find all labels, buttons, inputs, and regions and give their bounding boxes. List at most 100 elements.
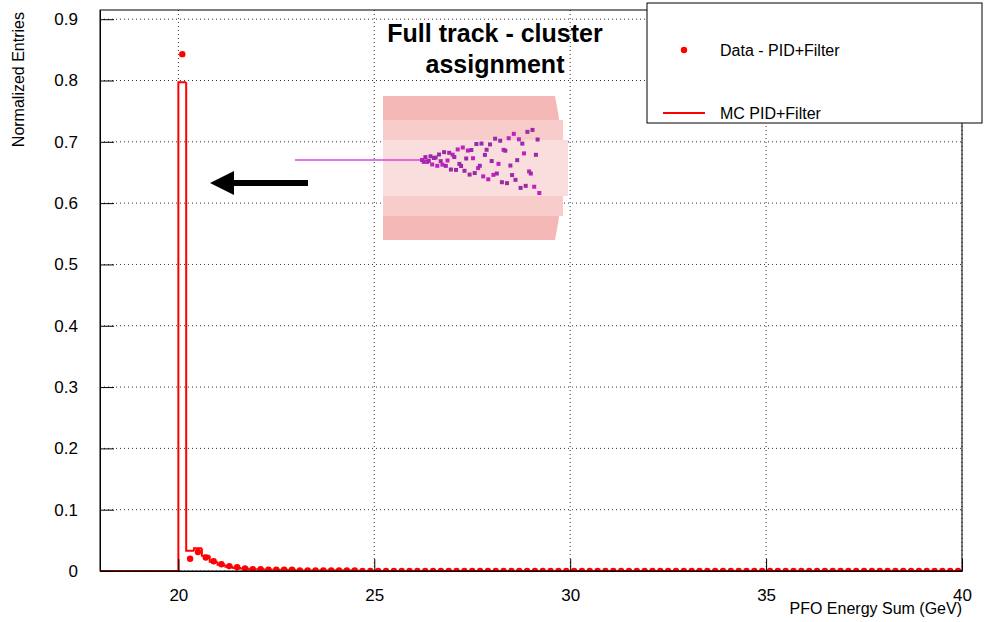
grid-line-x bbox=[570, 10, 571, 571]
mc-step bbox=[265, 568, 273, 571]
data-point bbox=[281, 567, 287, 571]
mc-step bbox=[272, 569, 280, 571]
grid-line-y bbox=[100, 509, 962, 510]
x-tick: 40 bbox=[953, 559, 972, 605]
y-tick-mark bbox=[100, 19, 114, 20]
data-point bbox=[218, 561, 224, 567]
y-tick-label: 0.8 bbox=[54, 71, 78, 90]
y-tick-mark bbox=[100, 81, 114, 82]
y-tick-mark bbox=[100, 510, 114, 511]
calo-hit bbox=[452, 155, 456, 159]
y-tick: 0.2 bbox=[54, 439, 114, 458]
x-axis-title: PFO Energy Sum (GeV) bbox=[790, 600, 963, 617]
mc-step bbox=[186, 82, 194, 550]
calo-hit bbox=[520, 142, 524, 146]
calo-hit bbox=[439, 159, 443, 163]
calo-hit bbox=[459, 164, 463, 168]
track-line bbox=[295, 159, 430, 161]
calo-hit bbox=[517, 137, 521, 141]
grid-line-x bbox=[374, 10, 375, 571]
x-tick: 35 bbox=[757, 559, 776, 605]
data-point bbox=[289, 567, 295, 571]
y-tick: 0.7 bbox=[54, 133, 114, 152]
mc-step bbox=[194, 548, 202, 550]
y-axis: 00.10.20.30.40.50.60.70.80.9 bbox=[54, 10, 114, 581]
annotation-arrow bbox=[222, 180, 308, 186]
calo-hit bbox=[498, 139, 502, 143]
legend-box bbox=[647, 3, 982, 123]
y-tick-label: 0.1 bbox=[54, 501, 78, 520]
calo-hit bbox=[478, 164, 482, 168]
calo-hit bbox=[423, 155, 427, 159]
x-tick: 25 bbox=[365, 559, 384, 605]
y-tick-label: 0.5 bbox=[54, 255, 78, 274]
calo-hit bbox=[503, 149, 507, 153]
x-tick-mark bbox=[962, 559, 963, 571]
calo-hit bbox=[456, 147, 460, 151]
y-tick: 0.8 bbox=[54, 71, 114, 90]
calo-hit bbox=[469, 148, 473, 152]
y-tick-mark bbox=[100, 571, 114, 572]
calo-hit bbox=[522, 151, 526, 155]
legend-key-line bbox=[663, 112, 705, 114]
legend: Data - PID+FilterMC PID+Filter bbox=[647, 3, 982, 123]
x-tick-mark bbox=[570, 559, 571, 571]
calo-hit bbox=[519, 186, 523, 190]
data-point bbox=[179, 51, 185, 57]
calo-hit bbox=[524, 184, 528, 188]
x-tick-label: 20 bbox=[169, 586, 188, 605]
y-tick: 0.5 bbox=[54, 255, 114, 274]
data-point bbox=[351, 567, 357, 571]
legend-key-marker bbox=[681, 47, 687, 53]
data-point bbox=[312, 567, 318, 571]
calo-hit bbox=[531, 128, 535, 132]
calo-hit bbox=[497, 162, 501, 166]
calo-hit bbox=[430, 162, 434, 166]
event-display bbox=[295, 96, 568, 240]
calo-hit bbox=[442, 150, 446, 154]
calo-hit bbox=[444, 164, 448, 168]
calo-hit bbox=[525, 130, 529, 134]
x-tick: 30 bbox=[561, 559, 580, 605]
y-axis-title: Normalized Entries bbox=[10, 12, 27, 147]
mc-step bbox=[233, 567, 241, 568]
calo-hit bbox=[510, 173, 514, 177]
calo-hit bbox=[471, 156, 475, 160]
mc-step bbox=[210, 556, 218, 562]
y-tick: 0.9 bbox=[54, 10, 114, 29]
mc-step bbox=[257, 568, 265, 570]
mc-step bbox=[288, 569, 296, 571]
mc-step bbox=[225, 565, 233, 567]
data-point bbox=[234, 564, 240, 570]
calo-hit bbox=[532, 185, 536, 189]
calo-hit bbox=[446, 159, 450, 163]
y-tick-label: 0.6 bbox=[54, 194, 78, 213]
grid-line-y bbox=[100, 325, 962, 326]
y-tick-mark bbox=[100, 203, 114, 204]
calo-hit bbox=[480, 142, 484, 146]
data-point bbox=[226, 563, 232, 569]
calo-hit bbox=[481, 174, 485, 178]
y-tick: 0.6 bbox=[54, 194, 114, 213]
y-tick-mark bbox=[100, 326, 114, 327]
calo-hit bbox=[486, 177, 490, 181]
x-tick-label: 25 bbox=[365, 586, 384, 605]
x-axis: 20 25 30 35 40 bbox=[101, 559, 972, 605]
calo-hit bbox=[508, 164, 512, 168]
calo-hit bbox=[500, 180, 504, 184]
detector-band bbox=[383, 140, 568, 196]
data-point bbox=[297, 567, 303, 571]
y-tick-mark bbox=[100, 264, 114, 265]
mc-step bbox=[178, 82, 186, 571]
y-tick-mark bbox=[100, 448, 114, 449]
calo-hit bbox=[474, 142, 478, 146]
calo-hit bbox=[435, 164, 439, 168]
calo-hit bbox=[505, 181, 509, 185]
calo-hit bbox=[536, 138, 540, 142]
calo-hit bbox=[468, 173, 472, 177]
y-tick-label: 0 bbox=[69, 562, 78, 581]
y-tick-label: 0.3 bbox=[54, 378, 78, 397]
calo-hit bbox=[483, 153, 487, 157]
legend-label: MC PID+Filter bbox=[720, 105, 822, 122]
grid-line-y bbox=[100, 264, 962, 265]
